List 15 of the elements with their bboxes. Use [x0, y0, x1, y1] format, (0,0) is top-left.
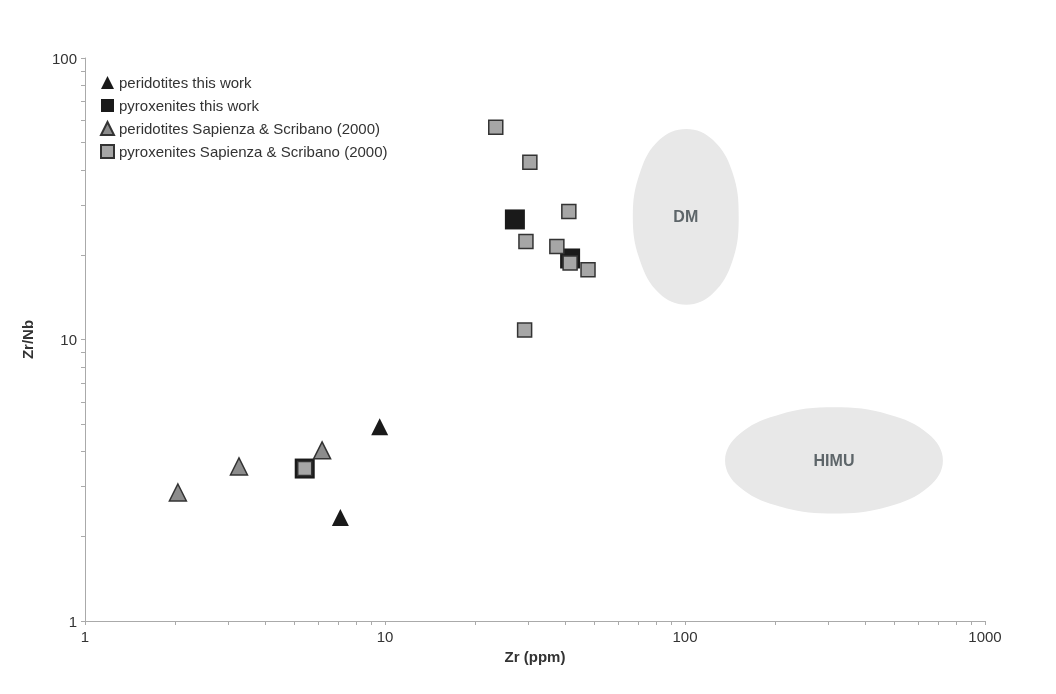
legend-label: pyroxenites this work	[119, 97, 260, 114]
y-axis-title: Zr/Nb	[19, 319, 36, 360]
y-tick-label: 100	[51, 49, 77, 67]
legend-label: peridotites this work	[119, 74, 253, 91]
y-tick-label: 1	[68, 612, 77, 630]
y-tick-label: 10	[60, 331, 77, 348]
annotation: DM	[673, 208, 699, 226]
legend-label: pyroxenites Sapienza & Scribano (2000)	[119, 143, 388, 160]
x-axis-title: Zr (ppm)	[504, 648, 566, 665]
x-tick-label: 100	[672, 628, 698, 645]
annotation: HIMU	[813, 451, 855, 469]
x-tick-label: 1000	[968, 628, 1002, 645]
x-tick-label: 1	[80, 628, 90, 645]
legend-label: peridotites Sapienza & Scribano (2000)	[119, 120, 380, 137]
x-tick-label: 10	[376, 628, 394, 645]
